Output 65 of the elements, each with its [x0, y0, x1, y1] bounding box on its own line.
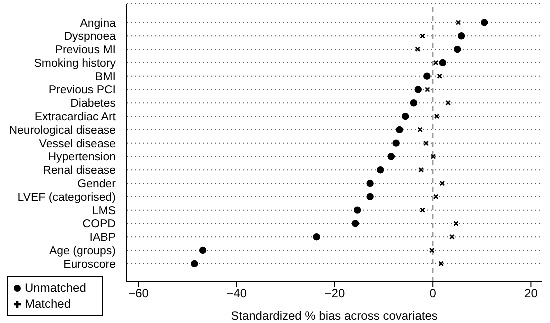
y-tick-label: Euroscore [64, 258, 116, 271]
point [425, 87, 430, 92]
x-tick-label: −40 [226, 286, 248, 301]
point [396, 126, 404, 134]
y-tick-label: Dyspnoea [64, 31, 117, 44]
y-tick-label: LVEF (categorised) [18, 192, 116, 204]
y-tick-label: Previous PCI [48, 84, 116, 97]
point [458, 32, 466, 40]
point [433, 60, 439, 66]
point [354, 206, 362, 214]
point [456, 20, 462, 26]
point [454, 46, 462, 54]
y-tick-label: Vessel disease [39, 138, 116, 150]
y-tick-label: Age (groups) [50, 246, 116, 258]
y-tick-label: Gender [78, 178, 116, 191]
x-tick-label: 20 [524, 286, 538, 301]
point [434, 114, 440, 120]
y-tick-label: BMI [96, 71, 116, 84]
point [366, 180, 374, 188]
y-tick-label: COPD [82, 218, 116, 231]
point [481, 19, 488, 26]
point [420, 208, 426, 214]
point [450, 234, 455, 240]
point [418, 127, 424, 133]
point [420, 33, 426, 39]
y-tick-label: Angina [80, 18, 117, 30]
y-tick-label: Smoking history [34, 58, 116, 70]
point [433, 194, 439, 200]
y-tick-label: Neurological disease [9, 124, 116, 137]
point [440, 180, 446, 186]
y-tick-label: Hypertension [48, 152, 116, 164]
x-tick-label: −60 [128, 286, 150, 301]
legend-label: Unmatched [25, 281, 86, 295]
point [437, 74, 443, 80]
x-axis-title: Standardized % bias across covariates [231, 309, 438, 323]
point [424, 140, 429, 146]
x-tick-label: −20 [324, 286, 346, 301]
y-tick-label: LMS [92, 205, 116, 218]
x-tick-label: 0 [430, 286, 437, 301]
point [429, 248, 435, 254]
point [418, 167, 424, 173]
point [366, 193, 374, 201]
point [402, 112, 410, 120]
y-tick-label: Extracardiac Art [34, 112, 117, 124]
point [191, 260, 198, 268]
point [199, 246, 207, 254]
point [352, 220, 360, 228]
point [424, 72, 431, 80]
point [313, 234, 320, 241]
y-tick-label: Diabetes [70, 98, 116, 110]
point [414, 86, 422, 94]
y-tick-label: IABP [90, 232, 116, 244]
legend-label: Matched [25, 297, 72, 311]
point [410, 100, 418, 107]
point [438, 261, 444, 267]
point [430, 154, 436, 160]
y-tick-label: Previous MI [55, 44, 116, 57]
y-tick-label: Renal disease [43, 165, 116, 178]
point [446, 100, 452, 106]
point [439, 59, 447, 67]
point [453, 221, 459, 226]
point [377, 166, 384, 174]
point [392, 140, 400, 147]
point [388, 153, 396, 160]
point [415, 46, 421, 52]
